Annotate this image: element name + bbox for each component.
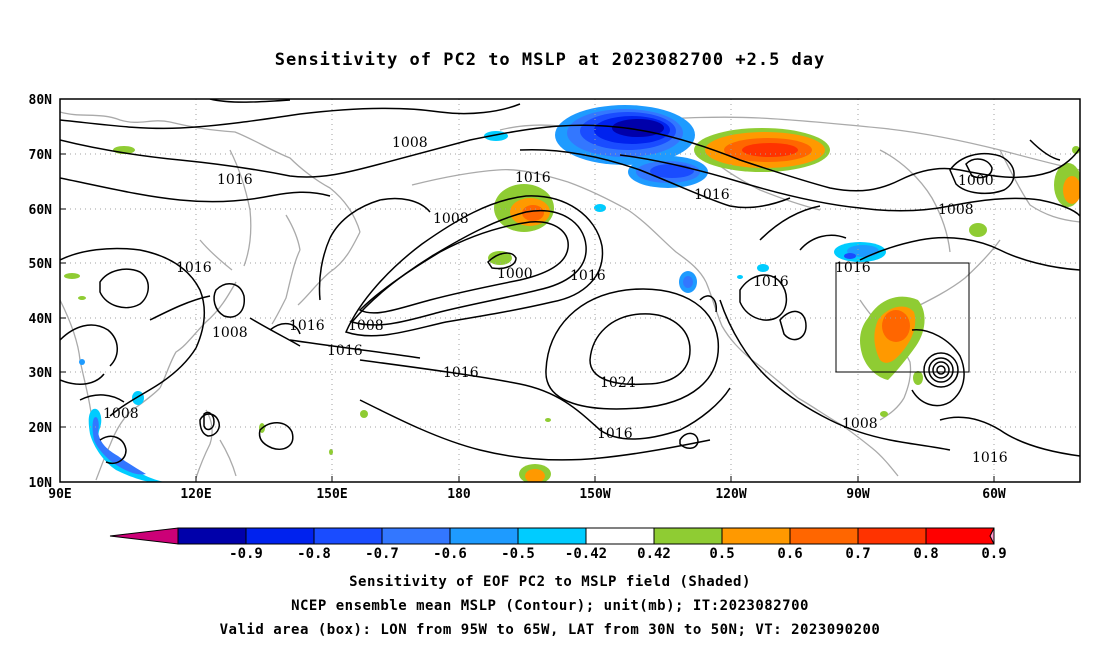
map-frame (59, 98, 1081, 483)
colorbar-tick-label: 0.6 (777, 546, 802, 562)
contour-label: 1016 (443, 365, 479, 381)
contour-label: 1000 (958, 173, 994, 189)
lon-label: 150E (316, 487, 347, 502)
contour-label: 1008 (212, 325, 248, 341)
contour-label: 1008 (433, 211, 469, 227)
colorbar-swatch (517, 527, 587, 545)
contour-label: 1024 (600, 375, 636, 391)
colorbar-swatch (789, 527, 859, 545)
contour-labels: 1008 1016 1016 1016 1008 1016 1016 1016 … (103, 135, 1008, 466)
colorbar-tick-label: -0.6 (433, 546, 467, 562)
lat-label: 50N (29, 257, 53, 272)
axis-ticks (60, 153, 995, 482)
contour-label: 1000 (497, 266, 533, 282)
colorbar-swatch (313, 527, 383, 545)
contour-label: 1016 (753, 274, 789, 290)
contour-label: 1016 (515, 170, 551, 186)
contour-label: 1016 (835, 260, 871, 276)
contour-label: 1008 (938, 202, 974, 218)
colorbar-swatch (721, 527, 791, 545)
coastlines (60, 111, 1080, 481)
colorbar-tick-label: 0.8 (913, 546, 938, 562)
latitude-labels: 80N 70N 60N 50N 40N 30N 20N 10N (29, 93, 53, 491)
map-title: Sensitivity of PC2 to MSLP at 2023082700… (274, 50, 826, 70)
lat-label: 60N (29, 203, 53, 218)
lat-label: 10N (29, 476, 53, 491)
contour-label: 1016 (289, 318, 325, 334)
colorbar-tick-label: 0.7 (845, 546, 870, 562)
colorbar-tick-label: -0.8 (297, 546, 331, 562)
lon-label: 120E (180, 487, 211, 502)
graticule (60, 99, 1080, 482)
colorbar-tick-label: -0.42 (565, 546, 607, 562)
colorbar-low-arrow (109, 527, 179, 545)
contour-label: 1016 (217, 172, 253, 188)
contour-label: 1008 (103, 406, 139, 422)
lat-label: 20N (29, 421, 53, 436)
contour-label: 1016 (694, 187, 730, 203)
lon-label: 150W (579, 487, 610, 502)
lat-label: 40N (29, 312, 53, 327)
colorbar-swatch (449, 527, 519, 545)
colorbar-tick-label: -0.5 (501, 546, 535, 562)
colorbar-tick-label: 0.5 (709, 546, 734, 562)
lon-label: 90E (48, 487, 71, 502)
colorbar: -0.9 -0.8 -0.7 -0.6 -0.5 -0.42 0.42 0.5 0.6 0.7 0.… (109, 527, 1007, 562)
colorbar-tick-label: 0.42 (637, 546, 671, 562)
contour-label: 1016 (972, 450, 1008, 466)
valid-area-box (835, 262, 970, 373)
lat-label: 80N (29, 93, 53, 108)
colorbar-tick-label: -0.7 (365, 546, 399, 562)
sensitivity-shading (64, 105, 1080, 482)
colorbar-tick-label: 0.9 (981, 546, 1006, 562)
contour-label: 1008 (392, 135, 428, 151)
longitude-labels: 90E 120E 150E 180 150W 120W 90W 60W (48, 487, 1006, 502)
colorbar-swatch (177, 527, 247, 545)
lon-label: 90W (846, 487, 870, 502)
colorbar-swatch (381, 527, 451, 545)
lat-label: 30N (29, 366, 53, 381)
caption-line-3: Valid area (box): LON from 95W to 65W, L… (219, 622, 881, 638)
lon-label: 180 (447, 487, 471, 502)
contour-label: 1008 (842, 416, 878, 432)
colorbar-swatch (585, 527, 655, 545)
colorbar-swatch (245, 527, 315, 545)
contour-label: 1016 (570, 268, 606, 284)
colorbar-high-arrow (989, 527, 995, 545)
caption-line-2: NCEP ensemble mean MSLP (Contour); unit(… (291, 598, 809, 614)
lon-label: 120W (715, 487, 746, 502)
colorbar-swatch (925, 527, 995, 545)
plot-area: 1008 1016 1016 1016 1008 1016 1016 1016 … (60, 99, 1080, 482)
colorbar-tick-label: -0.9 (229, 546, 263, 562)
mslp-contours (60, 99, 1080, 464)
contour-label: 1016 (176, 260, 212, 276)
lon-label: 60W (982, 487, 1006, 502)
contour-label: 1016 (327, 343, 363, 359)
colorbar-swatch (857, 527, 927, 545)
lat-label: 70N (29, 148, 53, 163)
colorbar-swatch (653, 527, 723, 545)
contour-label: 1016 (597, 426, 633, 442)
contour-label: 1008 (348, 318, 384, 334)
caption-line-1: Sensitivity of EOF PC2 to MSLP field (Sh… (349, 574, 751, 590)
